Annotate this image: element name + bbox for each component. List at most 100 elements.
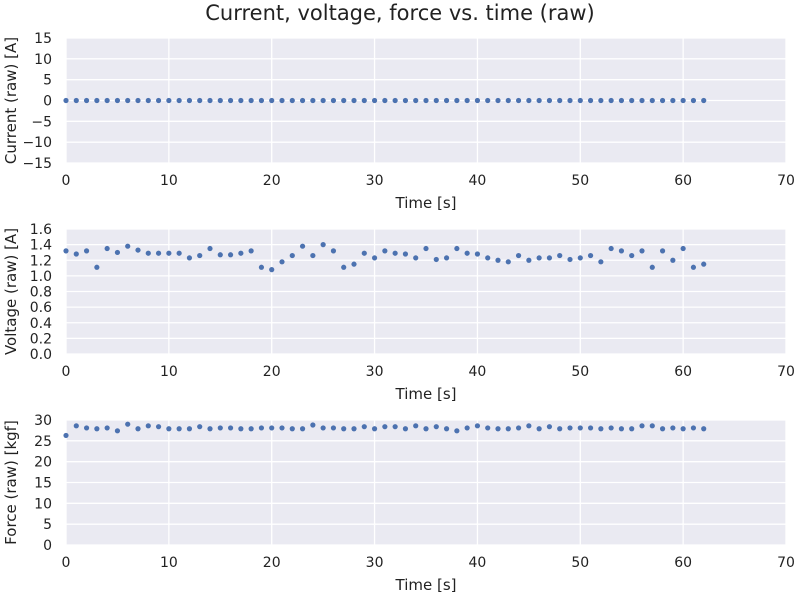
data-point xyxy=(176,426,182,432)
data-point xyxy=(361,97,367,104)
data-point xyxy=(330,97,337,104)
x-tick-label: 30 xyxy=(366,173,384,189)
y-tick-label: 1.6 xyxy=(30,222,52,238)
x-tick-label: 30 xyxy=(366,364,384,380)
data-point xyxy=(680,245,686,252)
data-point xyxy=(485,97,491,104)
data-point xyxy=(289,97,295,104)
data-point xyxy=(526,257,532,263)
data-point xyxy=(310,422,316,428)
data-point xyxy=(413,423,419,429)
data-point xyxy=(382,424,388,430)
x-tick-label: 50 xyxy=(571,364,589,380)
data-point xyxy=(474,251,481,257)
data-point xyxy=(639,248,645,254)
y-tick-label: 15 xyxy=(34,31,52,47)
y-tick-label: 0 xyxy=(43,94,52,110)
data-point xyxy=(670,425,676,431)
data-point xyxy=(269,425,275,431)
data-point xyxy=(145,423,151,429)
y-tick-label: 0.4 xyxy=(30,316,52,332)
data-point xyxy=(104,245,110,252)
data-point xyxy=(248,97,254,104)
data-point xyxy=(690,97,697,104)
data-point xyxy=(505,426,511,432)
y-tick-label: 0.8 xyxy=(30,285,52,301)
data-point xyxy=(423,245,429,252)
data-point xyxy=(567,97,573,104)
data-point xyxy=(299,426,306,432)
data-point xyxy=(186,426,193,432)
data-point xyxy=(526,423,532,429)
data-point xyxy=(423,97,429,104)
data-point xyxy=(392,97,398,104)
data-point xyxy=(598,426,604,432)
data-point xyxy=(238,426,244,432)
data-point xyxy=(269,97,275,104)
x-tick-label: 60 xyxy=(674,555,692,571)
data-point xyxy=(557,97,563,104)
data-point xyxy=(320,425,326,431)
data-point xyxy=(104,97,110,104)
x-tick-label: 60 xyxy=(674,173,692,189)
data-point xyxy=(145,250,151,256)
y-tick-label: 10 xyxy=(34,496,52,512)
data-point xyxy=(341,426,347,432)
data-point xyxy=(433,97,439,104)
data-point xyxy=(279,97,285,104)
data-point xyxy=(207,97,213,104)
data-point xyxy=(464,250,470,256)
data-point xyxy=(495,257,501,263)
data-point xyxy=(166,97,172,104)
x-tick-label: 30 xyxy=(366,555,384,571)
data-point xyxy=(258,264,265,270)
chart-panel-1: 0 10 20 30 40 50 60 70 −15 −10 −5 0 5 10 15 Time [s] Cur… xyxy=(2,31,795,212)
data-point xyxy=(587,97,594,104)
data-point xyxy=(114,428,121,434)
data-point xyxy=(505,259,511,265)
data-point xyxy=(639,423,645,429)
data-point xyxy=(536,255,542,261)
y-tick-label: 0 xyxy=(43,538,52,554)
data-point xyxy=(464,425,470,431)
data-point xyxy=(176,97,182,104)
data-point xyxy=(351,97,357,104)
y-tick-label: 15 xyxy=(34,476,52,492)
data-point xyxy=(125,421,131,427)
y-tick-label: 0.0 xyxy=(30,347,52,363)
x-axis-label: Time [s] xyxy=(395,576,457,594)
data-point xyxy=(618,248,625,254)
data-point xyxy=(279,259,285,265)
data-point xyxy=(402,251,409,257)
data-point xyxy=(361,250,367,256)
data-point xyxy=(402,426,409,432)
data-point xyxy=(217,252,223,258)
data-point xyxy=(577,97,583,104)
data-point xyxy=(423,426,429,432)
x-tick-label: 40 xyxy=(469,555,487,571)
data-point xyxy=(320,242,326,248)
data-point xyxy=(413,255,419,261)
data-point xyxy=(248,426,254,432)
x-tick-label: 50 xyxy=(571,173,589,189)
data-point xyxy=(546,424,553,430)
data-point xyxy=(454,245,460,252)
data-point xyxy=(485,425,491,431)
data-point xyxy=(443,426,450,432)
data-point xyxy=(73,97,79,104)
data-point xyxy=(299,243,306,249)
x-tick-label: 40 xyxy=(469,364,487,380)
data-point xyxy=(598,97,604,104)
data-point xyxy=(207,245,213,252)
data-point xyxy=(248,248,254,254)
data-point xyxy=(608,97,614,104)
data-point xyxy=(197,97,203,104)
y-tick-label: −15 xyxy=(22,156,52,172)
data-point xyxy=(536,426,542,432)
data-point xyxy=(701,97,707,104)
data-point xyxy=(166,426,172,432)
data-point xyxy=(413,97,419,104)
y-axis-label: Voltage (raw) [A] xyxy=(2,228,20,355)
data-point xyxy=(608,425,614,431)
